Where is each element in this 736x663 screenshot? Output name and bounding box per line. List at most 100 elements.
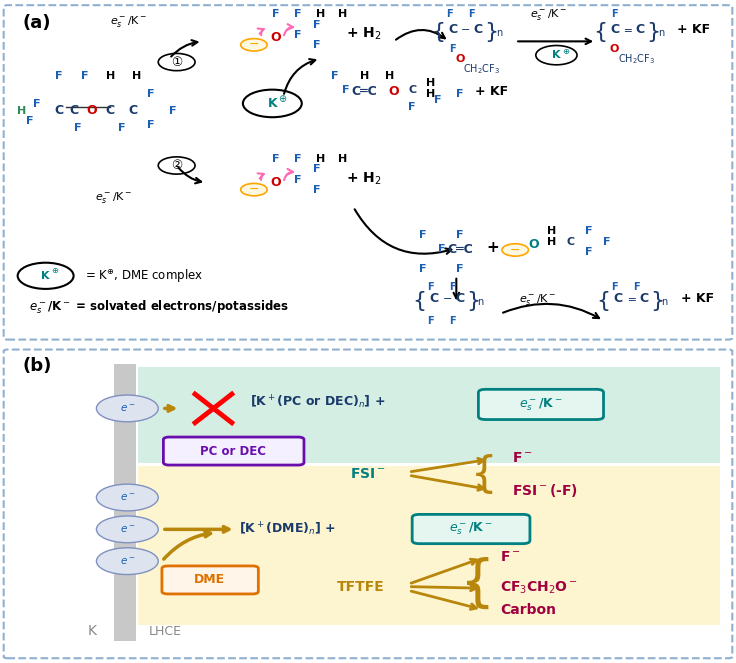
Text: −: − xyxy=(443,294,452,304)
Text: n: n xyxy=(478,297,484,307)
Text: F: F xyxy=(420,230,427,240)
Text: F: F xyxy=(272,154,280,164)
Text: F: F xyxy=(408,102,416,112)
Text: F: F xyxy=(331,72,339,82)
Text: K: K xyxy=(41,271,50,281)
Text: H: H xyxy=(548,227,556,237)
Text: H: H xyxy=(132,72,141,82)
Text: F: F xyxy=(147,119,155,129)
Text: (a): (a) xyxy=(22,14,51,32)
Text: C: C xyxy=(408,85,417,95)
Text: C═C: C═C xyxy=(352,85,377,98)
Text: [K$^+$(PC or DEC)$_n$] +: [K$^+$(PC or DEC)$_n$] + xyxy=(250,393,386,411)
Text: C: C xyxy=(566,237,575,247)
Text: F: F xyxy=(585,227,592,237)
Text: F: F xyxy=(33,99,40,109)
Text: F: F xyxy=(611,9,618,19)
Text: LHCE: LHCE xyxy=(149,625,182,638)
Text: F: F xyxy=(438,244,445,254)
Text: $e_s^-$/K$^-$: $e_s^-$/K$^-$ xyxy=(449,520,493,537)
Bar xyxy=(138,465,720,625)
Text: C═C: C═C xyxy=(447,243,473,257)
Bar xyxy=(114,364,136,640)
Text: H: H xyxy=(548,237,556,247)
Text: (b): (b) xyxy=(22,357,52,375)
Text: F: F xyxy=(427,316,434,326)
Text: H: H xyxy=(426,78,435,88)
Text: F: F xyxy=(313,164,320,174)
Text: F: F xyxy=(313,20,320,30)
Text: C: C xyxy=(456,292,464,305)
FancyBboxPatch shape xyxy=(478,389,604,420)
Text: {: { xyxy=(592,22,607,42)
Text: CH$_2$CF$_3$: CH$_2$CF$_3$ xyxy=(464,62,500,76)
Text: H: H xyxy=(316,154,325,164)
Text: $e^-$: $e^-$ xyxy=(119,492,135,503)
Circle shape xyxy=(96,484,158,511)
Text: F: F xyxy=(456,89,464,99)
Text: K: K xyxy=(88,624,96,638)
Text: F: F xyxy=(294,30,302,40)
Text: C: C xyxy=(614,292,623,305)
Text: $e^-$: $e^-$ xyxy=(119,403,135,414)
Text: F: F xyxy=(55,72,63,82)
Text: C: C xyxy=(69,104,78,117)
Text: F: F xyxy=(118,123,125,133)
Text: {: { xyxy=(431,22,445,42)
Text: n: n xyxy=(662,297,668,307)
Text: F: F xyxy=(147,89,155,99)
Text: F: F xyxy=(633,282,640,292)
Text: {: { xyxy=(412,291,427,311)
Text: C: C xyxy=(128,104,137,117)
Text: = K$^⊕$, DME complex: = K$^⊕$, DME complex xyxy=(85,267,202,284)
Text: + KF: + KF xyxy=(681,292,714,305)
Circle shape xyxy=(243,90,302,117)
Text: FSI$^-$(-F): FSI$^-$(-F) xyxy=(512,482,577,499)
Text: F: F xyxy=(611,282,618,292)
Text: F: F xyxy=(449,44,456,54)
Text: +: + xyxy=(486,240,500,255)
Circle shape xyxy=(241,38,267,51)
FancyBboxPatch shape xyxy=(162,566,258,594)
Text: F: F xyxy=(456,265,464,274)
Text: O: O xyxy=(389,85,399,98)
Text: O: O xyxy=(271,31,281,44)
Text: F: F xyxy=(342,85,350,95)
Text: {: { xyxy=(471,454,498,496)
Text: C: C xyxy=(640,292,648,305)
Circle shape xyxy=(536,46,577,65)
Text: F: F xyxy=(294,154,302,164)
Text: ⊕: ⊕ xyxy=(277,93,286,103)
Text: F: F xyxy=(456,230,464,240)
Text: F: F xyxy=(449,282,456,292)
Text: + H$_2$: + H$_2$ xyxy=(346,26,381,42)
Text: F: F xyxy=(467,9,475,19)
Text: H: H xyxy=(386,72,394,82)
Text: F: F xyxy=(26,116,33,126)
Text: H: H xyxy=(106,72,115,82)
FancyBboxPatch shape xyxy=(4,349,732,658)
Text: $e_s^-$/K$^-$: $e_s^-$/K$^-$ xyxy=(96,190,132,205)
Text: $e_s^-$/K$^-$: $e_s^-$/K$^-$ xyxy=(110,14,147,29)
Text: F: F xyxy=(313,185,320,195)
Text: $e^-$: $e^-$ xyxy=(119,556,135,567)
Text: [K$^+$(DME)$_n$] +: [K$^+$(DME)$_n$] + xyxy=(239,520,337,538)
Text: }: } xyxy=(646,22,661,42)
Text: F: F xyxy=(434,95,442,105)
Text: Carbon: Carbon xyxy=(500,603,556,617)
Text: F: F xyxy=(604,237,611,247)
Text: O: O xyxy=(271,176,281,189)
Text: ═: ═ xyxy=(628,294,635,304)
Text: C: C xyxy=(474,23,483,36)
Circle shape xyxy=(96,548,158,575)
Text: F: F xyxy=(74,123,81,133)
Text: F: F xyxy=(169,106,177,116)
Text: H: H xyxy=(360,72,369,82)
Text: O: O xyxy=(456,54,464,64)
Text: F: F xyxy=(445,9,453,19)
Text: C: C xyxy=(636,23,645,36)
Circle shape xyxy=(502,244,528,256)
Text: CH$_2$CF$_3$: CH$_2$CF$_3$ xyxy=(618,52,655,66)
Text: F: F xyxy=(427,282,434,292)
Text: F: F xyxy=(272,9,280,19)
